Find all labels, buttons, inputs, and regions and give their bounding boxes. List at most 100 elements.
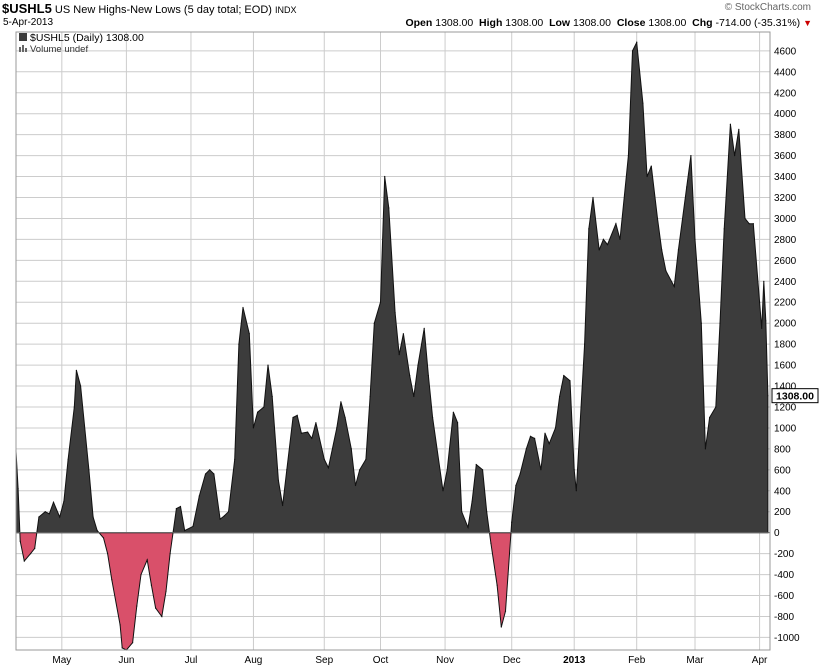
data-point <box>759 301 761 303</box>
data-point <box>704 448 707 450</box>
data-point <box>38 516 40 518</box>
y-tick-label: 2400 <box>774 277 797 288</box>
data-point <box>63 500 65 502</box>
data-point <box>267 364 269 366</box>
data-point <box>627 155 630 157</box>
data-point <box>373 322 375 324</box>
legend-series-label: $USHL5 (Daily) 1308.00 <box>30 32 144 44</box>
data-point <box>384 175 386 178</box>
data-point <box>107 553 109 555</box>
y-tick-label: -600 <box>774 591 794 602</box>
x-tick-label: Aug <box>245 655 263 666</box>
y-tick-label: 2600 <box>774 256 797 267</box>
data-point <box>213 473 215 475</box>
data-point <box>165 590 167 592</box>
data-point <box>96 530 98 532</box>
data-point <box>248 333 250 335</box>
data-point <box>227 511 230 513</box>
data-point <box>257 411 259 413</box>
ohlc-readout: Open 1308.00 High 1308.00 Low 1308.00 Cl… <box>405 17 812 29</box>
data-point <box>534 437 536 439</box>
data-point <box>606 244 609 246</box>
data-point <box>354 484 357 487</box>
y-tick-label: 3200 <box>774 193 797 204</box>
data-point <box>575 490 577 492</box>
x-tick-label: Feb <box>628 655 646 666</box>
y-tick-label: 800 <box>774 444 791 455</box>
close-value: 1308.00 <box>648 17 687 29</box>
data-point <box>80 385 82 387</box>
data-point <box>482 469 484 471</box>
y-tick-label: 0 <box>774 528 780 539</box>
y-tick-label: 4000 <box>774 109 797 120</box>
data-point <box>540 469 542 471</box>
data-point <box>204 473 207 475</box>
data-point <box>446 469 448 471</box>
data-point <box>715 406 717 408</box>
data-point <box>146 559 148 561</box>
y-tick-label: 1600 <box>774 361 797 372</box>
high-label: High <box>479 17 503 29</box>
quote-date: 5-Apr-2013 <box>3 17 54 28</box>
data-point <box>184 530 186 532</box>
data-point <box>67 458 69 460</box>
x-tick-label: 2013 <box>563 655 586 666</box>
area-series <box>15 40 770 651</box>
data-point <box>767 395 769 397</box>
data-point <box>315 422 317 424</box>
y-tick-label: 1200 <box>774 402 797 413</box>
y-tick-label: 3400 <box>774 172 797 183</box>
data-point <box>242 306 244 309</box>
data-point <box>656 217 659 219</box>
data-point <box>398 354 400 356</box>
symbol: $USHL5 <box>2 1 52 16</box>
high-value: 1308.00 <box>505 17 544 29</box>
y-tick-label: 2800 <box>774 235 797 246</box>
data-point <box>529 435 532 437</box>
data-point <box>694 238 696 240</box>
data-point <box>423 327 425 329</box>
data-point <box>111 579 113 581</box>
data-point <box>738 128 740 130</box>
data-point <box>761 327 763 329</box>
volume-icon <box>19 45 27 52</box>
x-tick-label: Sep <box>315 655 333 666</box>
data-point <box>340 401 342 403</box>
y-tick-label: 1400 <box>774 382 797 393</box>
y-tick-label: 3800 <box>774 130 797 141</box>
data-point <box>511 521 513 523</box>
data-point <box>686 186 688 188</box>
data-point <box>292 416 294 419</box>
data-point <box>457 422 459 424</box>
data-point <box>409 375 411 377</box>
change-label: Chg <box>692 17 713 29</box>
data-point <box>234 458 236 460</box>
data-point <box>192 525 194 528</box>
data-point <box>59 516 61 518</box>
data-point <box>169 553 171 555</box>
x-tick-label: May <box>52 655 71 666</box>
data-point <box>515 484 517 487</box>
data-point <box>650 165 652 167</box>
data-point <box>496 584 498 586</box>
y-tick-label: 3000 <box>774 214 797 225</box>
data-point <box>311 437 313 439</box>
data-point <box>467 526 469 529</box>
data-point <box>263 406 265 408</box>
data-point <box>584 343 586 345</box>
data-point <box>271 395 273 398</box>
y-tick-label: 200 <box>774 507 791 518</box>
data-point <box>734 155 736 157</box>
data-point <box>504 610 507 612</box>
data-point <box>44 511 46 513</box>
data-point <box>563 375 565 377</box>
data-point <box>140 574 142 576</box>
data-point <box>461 511 463 513</box>
data-point <box>602 238 605 240</box>
data-point <box>519 473 521 475</box>
data-point <box>752 223 754 225</box>
data-point <box>121 647 123 649</box>
data-point <box>665 270 667 272</box>
data-point <box>615 223 617 225</box>
data-point <box>52 501 55 503</box>
